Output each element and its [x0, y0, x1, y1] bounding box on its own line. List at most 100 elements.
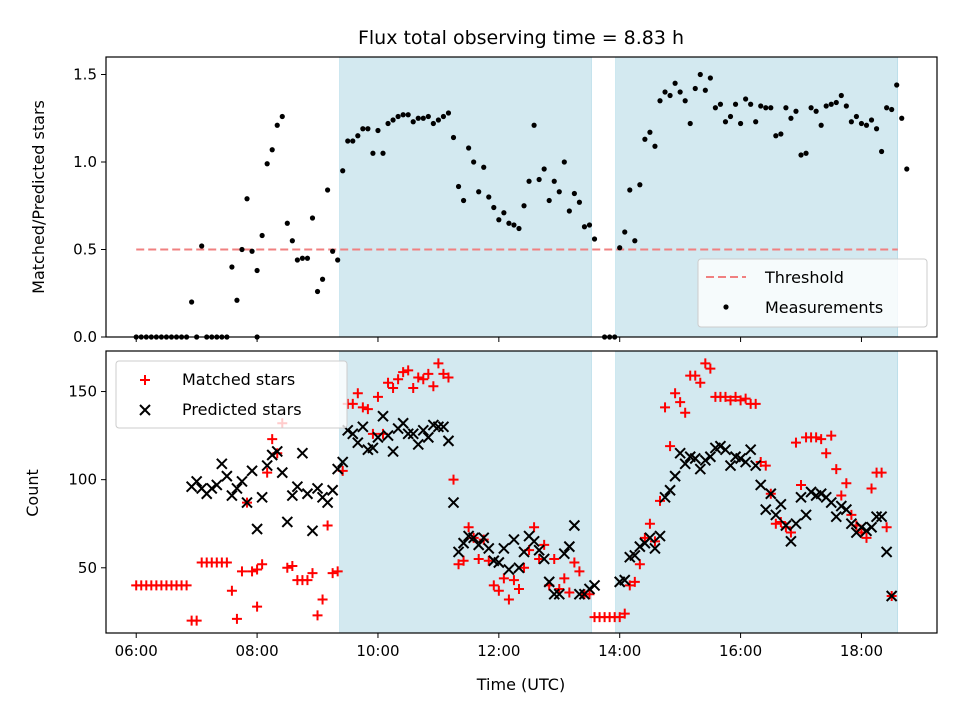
measurements-point [501, 210, 507, 216]
measurements-point [420, 115, 426, 121]
predicted-stars-point [397, 417, 409, 429]
x-tick-label: 10:00 [356, 642, 399, 660]
measurements-point [561, 159, 567, 165]
legend-predicted-swatch [139, 404, 151, 416]
matched-stars-point [252, 601, 263, 612]
measurements-point [818, 122, 824, 128]
predicted-stars-point [493, 556, 505, 569]
matched-stars-point [665, 441, 676, 452]
measurements-point [682, 98, 688, 104]
predicted-stars-point [357, 421, 369, 433]
measurements-point [335, 257, 341, 263]
predicted-stars-point [402, 428, 414, 440]
matched-stars-point [322, 520, 333, 531]
measurements-point [843, 103, 849, 109]
matched-stars-point [448, 474, 459, 485]
measurements-point [239, 246, 245, 253]
measurements-point [858, 120, 865, 127]
measurements-point [879, 148, 885, 155]
matched-stars-point [362, 404, 373, 415]
matched-stars-point [488, 580, 499, 591]
measurements-point [486, 194, 492, 200]
measurements-point [591, 236, 598, 242]
top-y-tick-label: 1.0 [73, 153, 97, 171]
matched-stars-point [443, 372, 454, 383]
matched-stars-point [317, 594, 328, 605]
measurements-point [672, 80, 678, 86]
measurements-point [410, 119, 416, 125]
matched-stars-point [388, 383, 399, 394]
measurements-point [309, 215, 316, 221]
predicted-stars-point [352, 436, 364, 449]
matched-stars-point [247, 566, 258, 577]
legend-threshold-label: Threshold [764, 268, 844, 287]
matched-stars-point [695, 377, 706, 388]
legend-matched-swatch [140, 375, 150, 385]
matched-stars-point [700, 358, 711, 369]
measurements-point [617, 245, 623, 251]
predicted-stars-point [478, 532, 490, 544]
predicted-stars-point [724, 459, 737, 472]
predicted-stars-point [412, 438, 424, 451]
matched-stars-point [372, 391, 383, 402]
legend-matched-label: Matched stars [182, 370, 295, 389]
matched-stars-point [861, 532, 872, 543]
bottom-axes-frame [105, 350, 938, 634]
matched-stars-point [221, 557, 232, 568]
measurements-point [783, 105, 789, 111]
measurements-point [435, 117, 441, 123]
matched-stars-point [740, 393, 751, 404]
predicted-stars-point [271, 445, 283, 458]
measurements-point [828, 101, 834, 107]
matched-stars-point [629, 576, 640, 587]
predicted-stars-point [548, 588, 560, 600]
matched-stars-point [302, 575, 313, 586]
measurements-point [748, 101, 754, 107]
predicted-stars-point [880, 546, 893, 558]
predicted-stars-point [528, 535, 540, 548]
predicted-stars-point [654, 530, 666, 542]
matched-stars-point [574, 566, 585, 577]
matched-stars-point [519, 562, 530, 573]
predicted-stars-point [387, 445, 399, 458]
matched-stars-point [483, 555, 494, 566]
matched-stars-point [790, 437, 801, 448]
predicted-stars-point [795, 491, 807, 503]
measurements-point [632, 238, 638, 244]
predicted-stars-point [588, 579, 601, 592]
measurements-point [712, 105, 719, 111]
predicted-stars-point [583, 583, 596, 595]
matched-stars-point [559, 573, 570, 584]
measurements-point [838, 92, 844, 99]
measurements-point [229, 264, 235, 270]
matched-stars-point [307, 568, 318, 579]
matched-stars-point [750, 398, 761, 409]
measurements-point [571, 190, 577, 197]
predicted-stars-point [276, 466, 288, 479]
predicted-stars-point [513, 562, 525, 574]
measurements-point [199, 243, 205, 249]
predicted-stars-point [780, 519, 792, 532]
predicted-stars-point [347, 428, 359, 440]
predicted-stars-point [467, 532, 480, 544]
predicted-stars-point [634, 540, 646, 553]
measurements-point [506, 220, 512, 226]
matched-stars-point [796, 479, 807, 490]
top-axes-frame [105, 56, 938, 338]
measurements-point [803, 150, 809, 156]
predicted-stars-point [221, 470, 233, 482]
measurements-point [773, 133, 779, 139]
predicted-stars-point [749, 459, 762, 472]
measurements-point [687, 120, 693, 127]
matched-stars-point [655, 495, 665, 506]
measurements-point [798, 152, 804, 158]
measurements-point [521, 203, 527, 209]
matched-stars-point [841, 478, 852, 489]
measurements-point [667, 92, 673, 99]
x-tick-label: 14:00 [598, 642, 641, 660]
matched-stars-point [554, 583, 565, 594]
matched-stars-point [438, 368, 449, 379]
measurements-point [848, 119, 854, 125]
predicted-stars-point [785, 535, 797, 548]
matched-stars-point [529, 522, 540, 533]
